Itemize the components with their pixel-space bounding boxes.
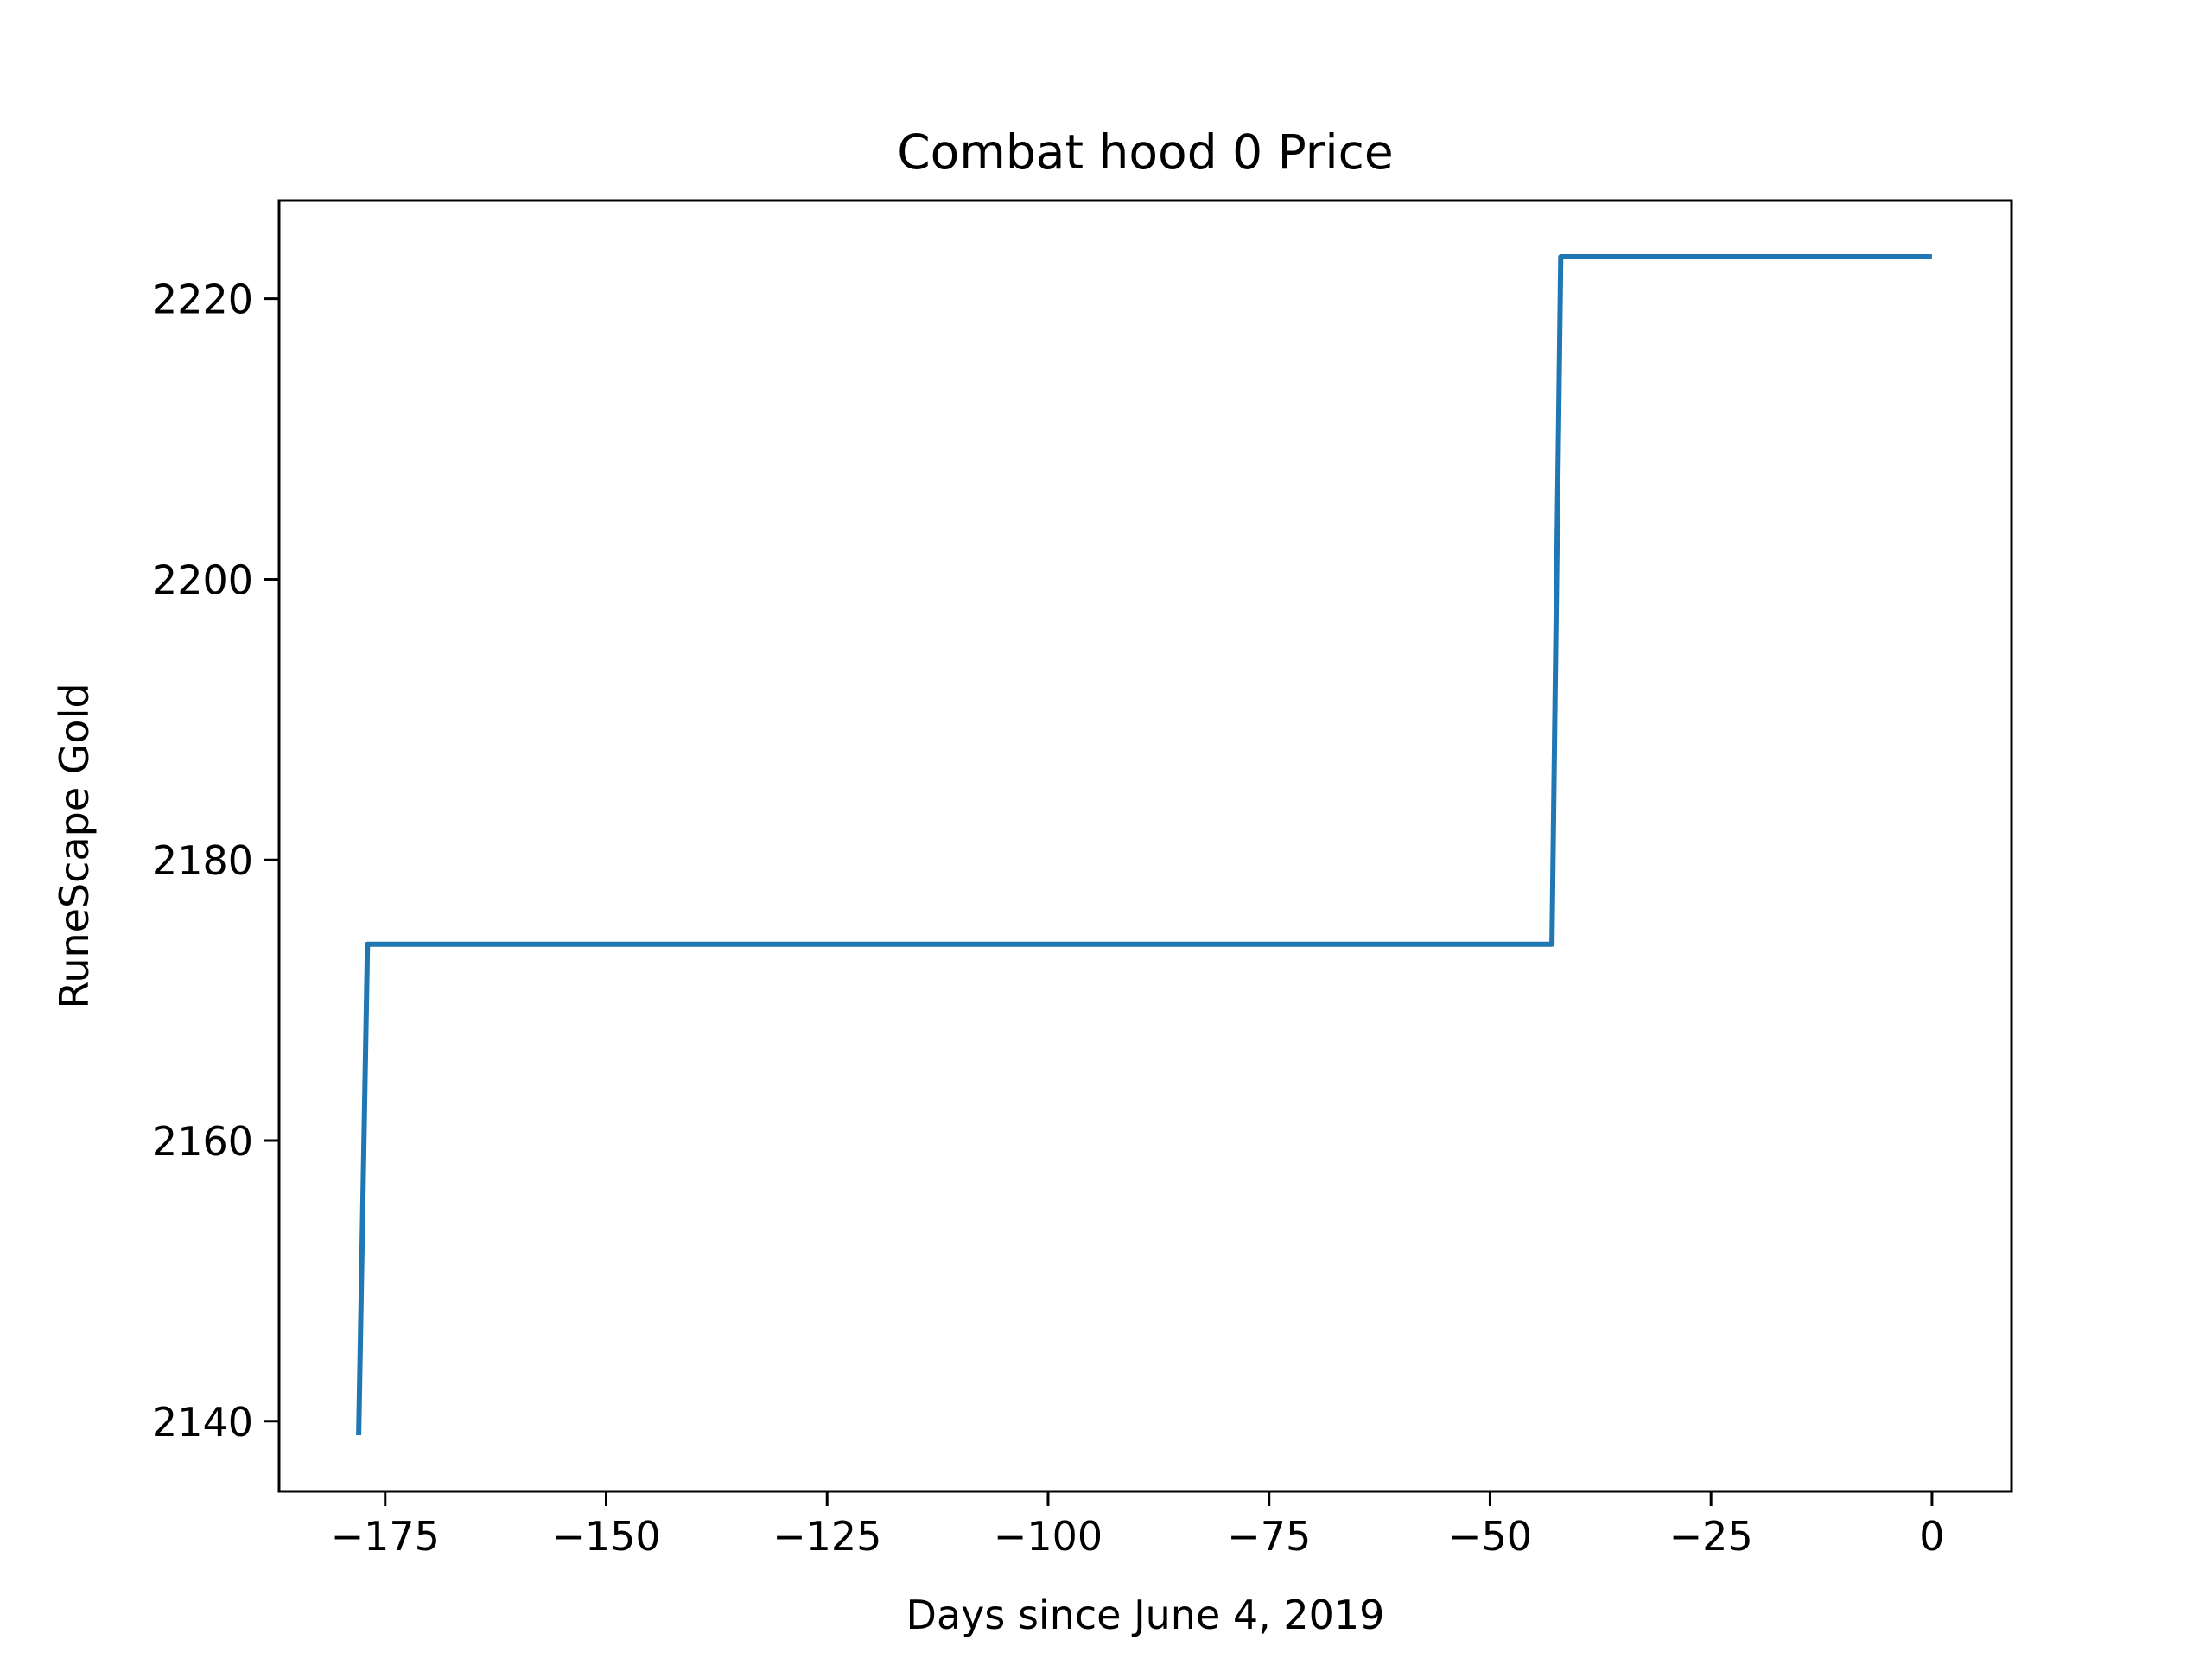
chart-title: Combat hood 0 Price <box>897 124 1394 180</box>
x-tick-label: −175 <box>331 1513 440 1560</box>
x-tick-label: −125 <box>772 1513 881 1560</box>
x-tick-label: 0 <box>1919 1513 1944 1560</box>
x-tick-label: −50 <box>1448 1513 1532 1560</box>
y-axis-ticks: 2140 2160 2180 2200 2220 <box>152 276 279 1446</box>
x-tick-label: −150 <box>551 1513 660 1560</box>
y-tick-label: 2160 <box>152 1118 253 1165</box>
x-axis-ticks: −175 −150 −125 −100 −75 −50 −25 0 <box>331 1491 1945 1560</box>
x-axis-label: Days since June 4, 2019 <box>906 1592 1385 1638</box>
plot-area <box>356 254 1932 1436</box>
y-axis-label: RuneScape Gold <box>51 683 98 1008</box>
y-tick-label: 2180 <box>152 837 253 884</box>
series-line-0 <box>356 254 1932 1436</box>
y-tick-label: 2220 <box>152 276 253 323</box>
x-tick-label: −25 <box>1669 1513 1753 1560</box>
x-tick-label: −75 <box>1227 1513 1311 1560</box>
axes-frame <box>277 199 2013 1493</box>
y-tick-label: 2140 <box>152 1399 253 1446</box>
x-tick-label: −100 <box>994 1513 1103 1560</box>
y-tick-label: 2200 <box>152 556 253 603</box>
